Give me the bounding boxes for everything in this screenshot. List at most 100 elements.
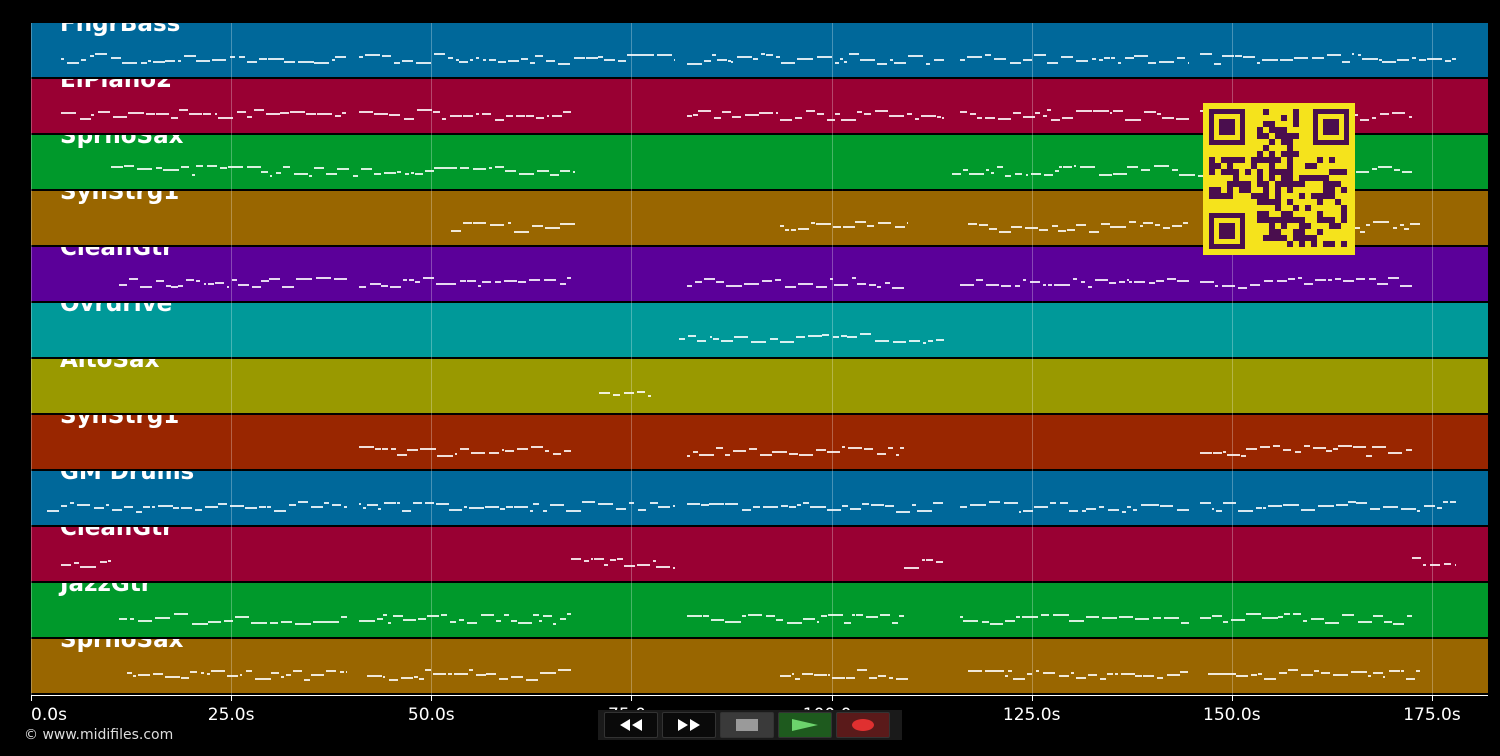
note <box>1076 109 1093 112</box>
note <box>687 62 702 65</box>
note <box>1245 447 1257 450</box>
note <box>999 230 1011 233</box>
note <box>1392 226 1397 229</box>
axis-tick-label: 125.0s <box>1002 705 1061 725</box>
note <box>1038 228 1049 231</box>
note <box>194 508 202 511</box>
note <box>207 282 215 285</box>
note <box>1084 59 1088 62</box>
fast-forward-button[interactable] <box>662 712 716 738</box>
note <box>1031 173 1041 176</box>
note <box>898 614 904 617</box>
note <box>647 394 652 397</box>
note <box>959 111 967 114</box>
note <box>470 452 486 455</box>
note <box>463 114 474 117</box>
note <box>985 54 992 57</box>
note <box>709 335 713 338</box>
note <box>937 115 941 118</box>
note <box>276 171 282 174</box>
rewind-icon <box>620 719 642 731</box>
note <box>389 285 401 288</box>
note <box>864 113 871 116</box>
note <box>122 62 137 65</box>
note <box>259 57 268 60</box>
note <box>450 621 456 624</box>
note <box>704 277 716 280</box>
note <box>696 339 707 342</box>
note <box>803 618 816 621</box>
note <box>1264 678 1277 681</box>
note <box>959 505 968 508</box>
note <box>1378 59 1382 62</box>
track-lane: CleanGtr <box>31 527 1488 583</box>
note <box>515 115 526 118</box>
note <box>1172 168 1179 171</box>
note <box>711 619 725 622</box>
axis-tick <box>831 695 833 701</box>
note <box>896 453 899 456</box>
note <box>499 678 508 681</box>
record-button[interactable] <box>836 712 890 738</box>
note <box>571 558 581 561</box>
note <box>899 447 904 450</box>
note <box>1135 675 1142 678</box>
note <box>482 112 492 115</box>
axis-tick <box>31 695 32 701</box>
note <box>889 677 893 680</box>
note <box>933 502 943 505</box>
note <box>559 169 571 172</box>
note <box>637 391 645 393</box>
note <box>1087 674 1097 677</box>
note <box>529 279 540 282</box>
note <box>206 165 218 168</box>
note <box>1238 286 1247 289</box>
note <box>1444 59 1451 62</box>
note <box>986 169 989 172</box>
track-label: ElPiano2 <box>60 79 173 93</box>
note <box>192 622 208 625</box>
note <box>1089 230 1099 233</box>
note <box>456 58 459 61</box>
note <box>500 508 506 511</box>
note <box>1042 114 1047 117</box>
note <box>67 61 79 64</box>
note <box>1381 61 1396 64</box>
note <box>1099 174 1112 177</box>
note <box>298 60 314 63</box>
note <box>1333 447 1338 450</box>
note <box>1223 451 1226 454</box>
note <box>1243 55 1255 58</box>
note <box>1315 278 1327 281</box>
note <box>1051 224 1058 227</box>
note <box>1356 278 1366 281</box>
note <box>472 168 487 171</box>
stop-button[interactable] <box>720 712 774 738</box>
note <box>709 502 724 505</box>
note <box>1325 449 1332 452</box>
note <box>1280 58 1293 61</box>
note <box>892 340 906 343</box>
note <box>551 115 562 118</box>
note <box>1211 507 1214 510</box>
axis-line <box>31 695 1488 696</box>
note <box>140 61 147 64</box>
note <box>374 448 382 451</box>
note <box>642 53 655 56</box>
qr-code-graphic <box>1203 103 1355 255</box>
note <box>1049 501 1057 504</box>
note <box>1007 669 1012 672</box>
note <box>1042 284 1047 287</box>
note <box>1004 502 1019 505</box>
note <box>959 59 965 62</box>
play-button[interactable] <box>778 712 832 738</box>
note <box>1356 501 1367 504</box>
note <box>313 62 330 65</box>
note <box>976 278 984 281</box>
note <box>536 116 545 119</box>
track-notes <box>31 23 1488 77</box>
rewind-button[interactable] <box>604 712 658 738</box>
note <box>496 620 502 623</box>
note <box>1166 673 1180 676</box>
note <box>459 280 467 283</box>
